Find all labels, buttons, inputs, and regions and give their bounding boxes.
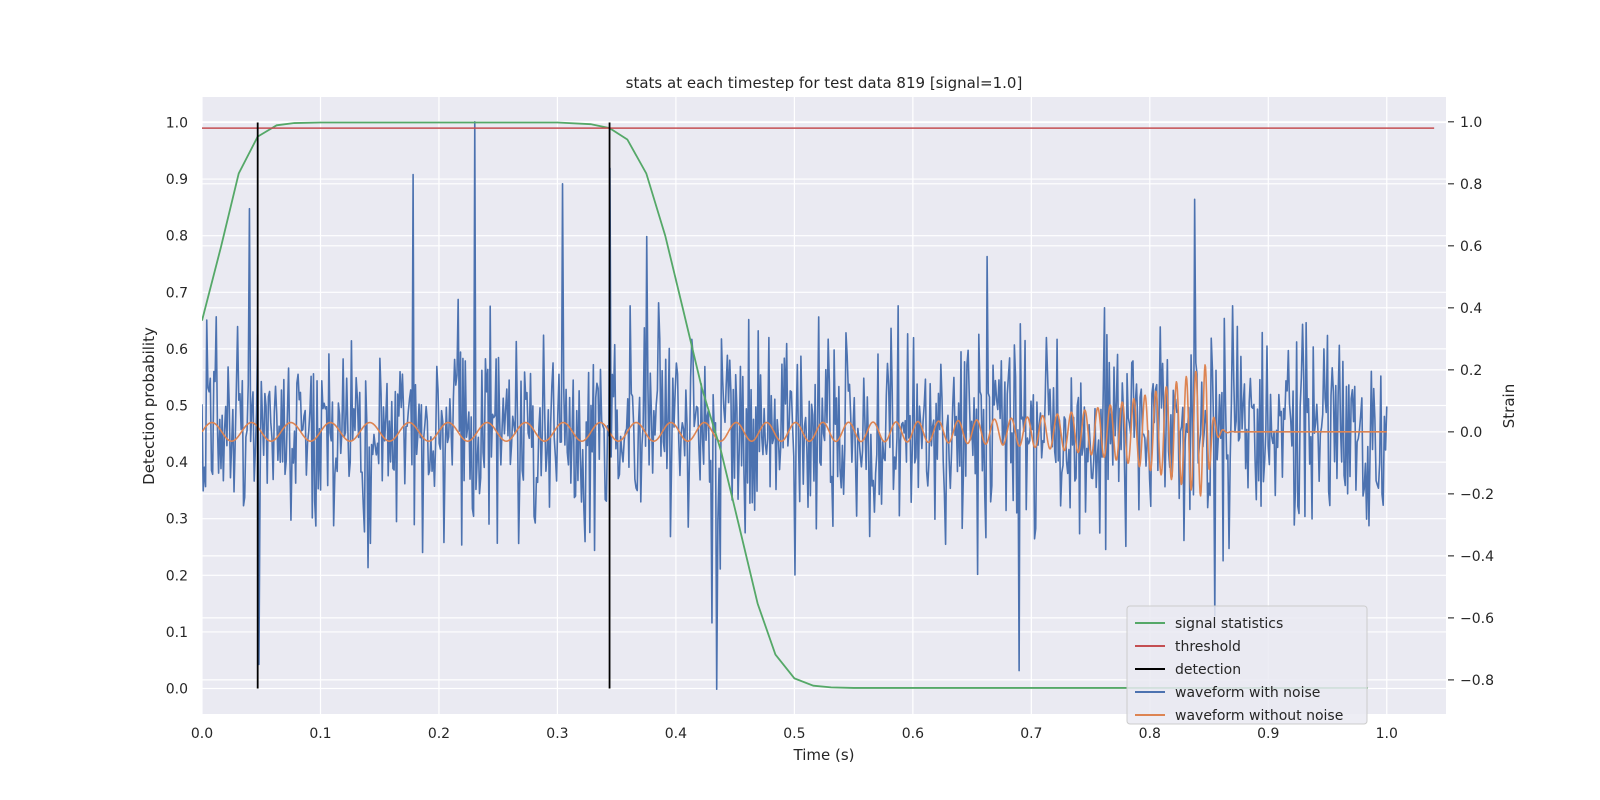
x-axis-label: Time (s) [793, 746, 855, 764]
y-right-tick-label: −0.4 [1460, 549, 1494, 565]
y-left-tick-label: 0.8 [166, 229, 188, 245]
y-right-tick-label: −0.8 [1460, 673, 1494, 689]
y-left-tick-label: 1.0 [166, 115, 188, 131]
y-axis-label-left: Detection probability [140, 327, 158, 485]
legend-label: waveform without noise [1175, 708, 1343, 724]
y-right-tick-label: 0.0 [1460, 425, 1482, 441]
legend-label: signal statistics [1175, 616, 1283, 632]
chart-title: stats at each timestep for test data 819… [626, 74, 1023, 92]
series-waveform-without-noise [202, 364, 1388, 497]
legend-label: detection [1175, 662, 1241, 678]
x-tick-label: 0.9 [1257, 726, 1279, 742]
y-right-tick-label: 0.4 [1460, 301, 1482, 317]
y-left-tick-label: 0.5 [166, 399, 188, 415]
y-left-tick-label: 0.3 [166, 512, 188, 528]
x-tick-label: 0.6 [902, 726, 924, 742]
y-right-tick-label: 1.0 [1460, 115, 1482, 131]
y-left-tick-label: 0.7 [166, 285, 188, 301]
y-right-tick-label: 0.8 [1460, 177, 1482, 193]
y-right-tick-label: 0.2 [1460, 363, 1482, 379]
y-left-tick-label: 0.6 [166, 342, 188, 358]
x-tick-label: 0.2 [428, 726, 450, 742]
y-left-tick-label: 0.2 [166, 568, 188, 584]
legend-box [1126, 605, 1368, 725]
series-layer [202, 121, 1435, 690]
y-left-tick-label: 0.0 [166, 682, 188, 698]
y-right-tick-label: 0.6 [1460, 239, 1482, 255]
y-right-tick-label: −0.2 [1460, 487, 1494, 503]
y-left-tick-label: 0.9 [166, 172, 188, 188]
y-left-tick-label: 0.4 [166, 455, 188, 471]
series-signal-statistics [202, 121, 1368, 689]
ticks-layer: 0.0 0.1 0.2 0.3 0.4 0.5 0.6 0.7 0.8 0.9 1.0 0.0 0.1 0… [166, 115, 1494, 742]
x-tick-label: 0.8 [1139, 726, 1161, 742]
x-tick-label: 0.0 [191, 726, 213, 742]
x-tick-label: 0.4 [665, 726, 687, 742]
y-left-tick-label: 0.1 [166, 625, 188, 641]
x-tick-label: 0.1 [309, 726, 331, 742]
x-tick-label: 1.0 [1376, 726, 1398, 742]
legend-label: waveform with noise [1175, 685, 1320, 701]
y-axis-label-right: Strain [1500, 384, 1518, 428]
legend-label: threshold [1175, 639, 1241, 655]
x-tick-label: 0.3 [546, 726, 568, 742]
x-tick-label: 0.5 [783, 726, 805, 742]
legend: signal statistics threshold detection wavef… [1126, 605, 1368, 725]
x-tick-label: 0.7 [1020, 726, 1042, 742]
y-right-tick-label: −0.6 [1460, 611, 1494, 627]
